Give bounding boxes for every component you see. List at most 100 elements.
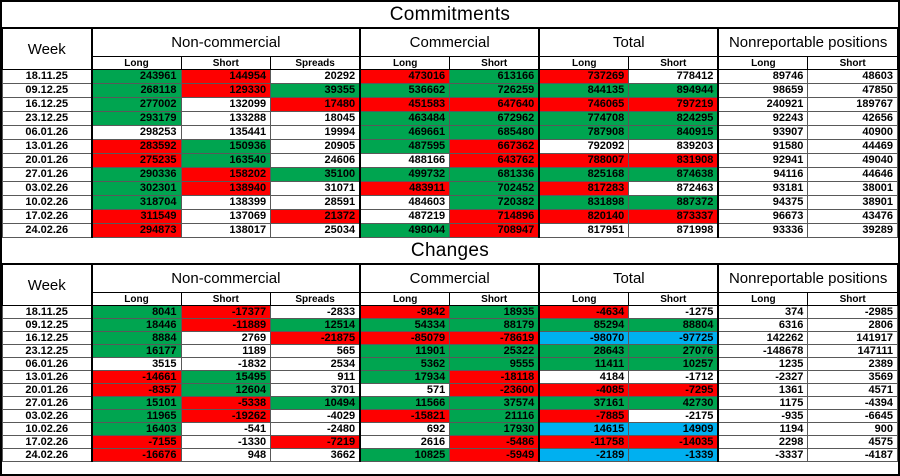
value-cell: 290336 — [90, 167, 182, 182]
value-cell: 138940 — [180, 181, 272, 196]
value-cell: 4575 — [807, 435, 898, 449]
value-cell: 293179 — [90, 111, 182, 126]
value-cell: 469661 — [359, 125, 451, 140]
value-cell: -14035 — [628, 435, 719, 449]
value-cell: 11965 — [90, 409, 182, 423]
table-row: 13.01.26 -14661 15495 911 17934 -18118 4184 -17… — [2, 370, 898, 384]
value-cell: 1189 — [180, 344, 272, 358]
value-cell: 147111 — [807, 344, 898, 358]
value-cell: 17934 — [359, 370, 451, 384]
value-cell: 142262 — [717, 331, 809, 345]
value-cell: 38901 — [807, 195, 898, 210]
col-header-long: Long — [538, 292, 630, 306]
group-header-non-commercial: Non-commercial — [90, 264, 361, 293]
value-cell: 27076 — [628, 344, 719, 358]
value-cell: -935 — [717, 409, 809, 423]
col-header-long: Long — [717, 292, 809, 306]
value-cell: -19262 — [180, 409, 272, 423]
week-cell: 20.01.26 — [2, 153, 92, 168]
value-cell: 43476 — [807, 209, 898, 224]
commitments-table-body: 18.11.25 243961 144954 20292 473016 613166 737… — [2, 69, 898, 238]
value-cell: 948 — [180, 448, 272, 462]
value-cell: 98659 — [717, 83, 809, 98]
value-cell: 911 — [270, 370, 361, 384]
value-cell: 91580 — [717, 139, 809, 154]
value-cell: -97725 — [628, 331, 719, 345]
value-cell: 8884 — [90, 331, 182, 345]
value-cell: 138399 — [180, 195, 272, 210]
value-cell: 28591 — [270, 195, 361, 210]
value-cell: 3515 — [90, 357, 182, 371]
value-cell: 681336 — [449, 167, 540, 182]
value-cell: -2327 — [717, 370, 809, 384]
value-cell: 24606 — [270, 153, 361, 168]
col-header-spreads: Spreads — [270, 292, 361, 306]
week-column-header: Week — [2, 28, 92, 70]
week-cell: 20.01.26 — [2, 383, 92, 397]
week-cell: 16.12.25 — [2, 331, 92, 345]
value-cell: 25034 — [270, 223, 361, 238]
value-cell: 872463 — [628, 181, 719, 196]
value-cell: -3337 — [717, 448, 809, 462]
col-header-short: Short — [628, 56, 719, 70]
value-cell: -85079 — [359, 331, 451, 345]
table-row: 03.02.26 302301 138940 31071 483911 702452 817… — [2, 181, 898, 196]
group-header-row: Week Non-commercial Commercial Total Nonrepo… — [2, 264, 898, 306]
changes-title: Changes — [2, 238, 898, 264]
value-cell: 873337 — [628, 209, 719, 224]
value-cell: 778412 — [628, 69, 719, 84]
week-cell: 06.01.26 — [2, 357, 92, 371]
value-cell: 643762 — [449, 153, 540, 168]
value-cell: 714896 — [449, 209, 540, 224]
value-cell: 499732 — [359, 167, 451, 182]
value-cell: 900 — [807, 422, 898, 436]
group-header-nonreportable-positions: Nonreportable positions — [717, 28, 898, 57]
table-row: 06.01.26 3515 -1832 2534 5362 9555 11411 10257 1… — [2, 357, 898, 371]
value-cell: 240921 — [717, 97, 809, 112]
value-cell: 797219 — [628, 97, 719, 112]
value-cell: 44646 — [807, 167, 898, 182]
value-cell: 774708 — [538, 111, 630, 126]
col-header-spreads: Spreads — [270, 56, 361, 70]
value-cell: -7295 — [628, 383, 719, 397]
value-cell: 25322 — [449, 344, 540, 358]
week-cell: 03.02.26 — [2, 181, 92, 196]
group-header-commercial: Commercial — [359, 28, 540, 57]
value-cell: 37574 — [449, 396, 540, 410]
value-cell: 2389 — [807, 357, 898, 371]
value-cell: 21372 — [270, 209, 361, 224]
value-cell: 20905 — [270, 139, 361, 154]
value-cell: 15101 — [90, 396, 182, 410]
value-cell: 18045 — [270, 111, 361, 126]
value-cell: 93336 — [717, 223, 809, 238]
value-cell: 4184 — [538, 370, 630, 384]
table-row: 18.11.25 243961 144954 20292 473016 613166 737… — [2, 69, 898, 84]
table-row: 27.01.26 290336 158202 35100 499732 681336 825… — [2, 167, 898, 182]
value-cell: 163540 — [180, 153, 272, 168]
value-cell: 5362 — [359, 357, 451, 371]
value-cell: 487595 — [359, 139, 451, 154]
value-cell: 817951 — [538, 223, 630, 238]
value-cell: 318704 — [90, 195, 182, 210]
week-cell: 10.02.26 — [2, 195, 92, 210]
col-header-long: Long — [90, 292, 182, 306]
value-cell: 85294 — [538, 318, 630, 332]
value-cell: -4085 — [538, 383, 630, 397]
commitments-table-header: Week Non-commercial Commercial Total Nonrepo… — [2, 28, 898, 70]
value-cell: 2298 — [717, 435, 809, 449]
value-cell: 11411 — [538, 357, 630, 371]
value-cell: -14661 — [90, 370, 182, 384]
value-cell: 839203 — [628, 139, 719, 154]
value-cell: 2769 — [180, 331, 272, 345]
value-cell: 137069 — [180, 209, 272, 224]
value-cell: 844135 — [538, 83, 630, 98]
value-cell: 92941 — [717, 153, 809, 168]
value-cell: 746065 — [538, 97, 630, 112]
table-row: 06.01.26 298253 135441 19994 469661 685480 787… — [2, 125, 898, 140]
value-cell: 483911 — [359, 181, 451, 196]
col-header-long: Long — [717, 56, 809, 70]
value-cell: -23600 — [449, 383, 540, 397]
value-cell: 831908 — [628, 153, 719, 168]
value-cell: 17930 — [449, 422, 540, 436]
value-cell: 18446 — [90, 318, 182, 332]
